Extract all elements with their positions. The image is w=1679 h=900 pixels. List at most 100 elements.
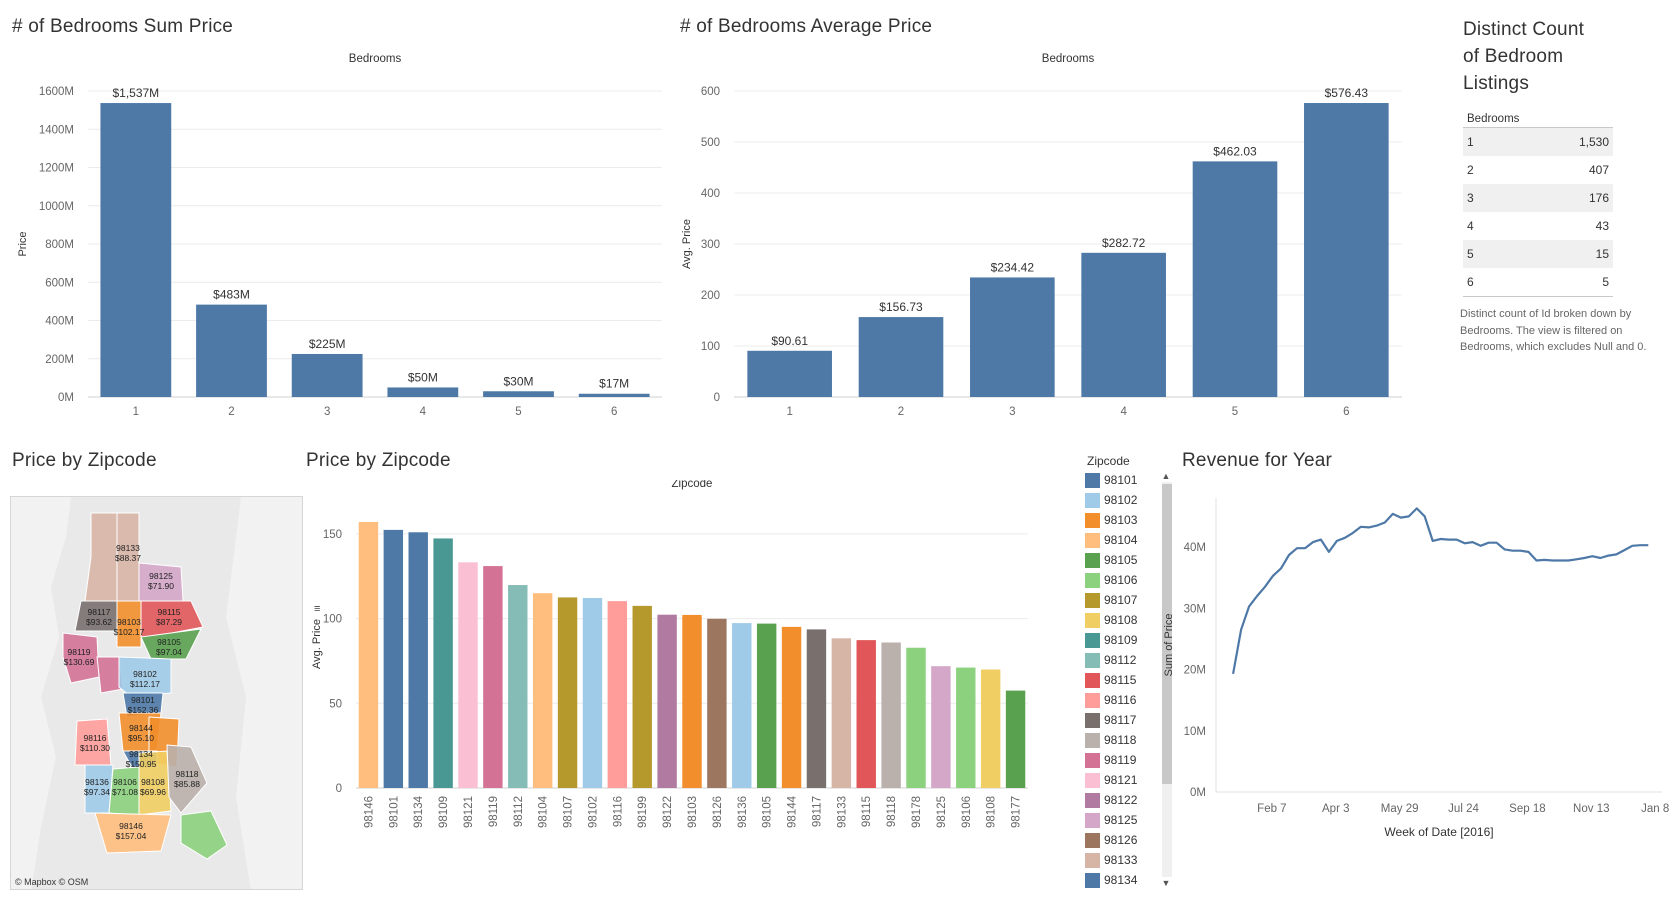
region-price-label: $97.04 (156, 647, 182, 657)
bar[interactable] (1304, 103, 1389, 398)
table-row[interactable]: 4 43 (1463, 212, 1613, 240)
zipcode-map[interactable]: 98133 $88.37 98125 $71.90 98117 $93.62 98103 $1… (10, 496, 303, 890)
bar[interactable] (508, 585, 528, 788)
revenue-line[interactable] (1232, 507, 1649, 674)
legend-item[interactable]: 98105 (1085, 550, 1170, 570)
x-tick-label: 4 (420, 406, 427, 418)
legend-item[interactable]: 98126 (1085, 830, 1170, 850)
bar[interactable] (781, 626, 802, 788)
zipcode-region[interactable] (140, 628, 202, 660)
bar[interactable] (196, 304, 267, 397)
table-row[interactable]: 3 176 (1463, 184, 1613, 212)
bar[interactable] (483, 566, 503, 788)
legend-item[interactable]: 98125 (1085, 810, 1170, 830)
legend-item[interactable]: 98109 (1085, 630, 1170, 650)
sort-icon[interactable]: ≡ (314, 603, 320, 615)
zipcode-region[interactable] (180, 810, 228, 860)
legend-item[interactable]: 98133 (1085, 850, 1170, 870)
table-row[interactable]: 2 407 (1463, 156, 1613, 184)
legend-item[interactable]: 98118 (1085, 730, 1170, 750)
bar[interactable] (1081, 252, 1166, 397)
region-zip-label: 98136 (85, 777, 109, 787)
bar[interactable] (557, 597, 578, 788)
bar[interactable] (632, 605, 652, 788)
y-tick-label: 400M (45, 316, 74, 328)
bar[interactable] (483, 391, 554, 397)
zipcode-region[interactable] (116, 600, 142, 648)
bar[interactable] (458, 562, 478, 788)
bar[interactable] (806, 629, 827, 788)
bar[interactable] (970, 277, 1055, 397)
bar[interactable] (906, 647, 926, 788)
bar[interactable] (1192, 161, 1278, 397)
scroll-down-icon[interactable]: ▼ (1161, 878, 1171, 888)
bar[interactable] (707, 618, 727, 788)
bar[interactable] (980, 669, 1001, 788)
zipcode-region[interactable] (138, 750, 172, 816)
bar[interactable] (657, 614, 677, 788)
bar[interactable] (387, 387, 459, 397)
legend-item[interactable]: 98103 (1085, 510, 1170, 530)
bar[interactable] (358, 521, 379, 788)
distinct-count-title-line-2: of Bedroom (1463, 46, 1564, 67)
bedrooms-cell: 3 (1467, 191, 1474, 205)
y-tick-label: 1400M (39, 124, 74, 136)
legend-item[interactable]: 98102 (1085, 490, 1170, 510)
bar[interactable] (607, 601, 628, 788)
legend-label: 98105 (1104, 553, 1138, 567)
bar[interactable] (858, 317, 944, 397)
x-tick-label: Jan 8 (1641, 803, 1669, 815)
legend-item[interactable]: 98116 (1085, 690, 1170, 710)
bar[interactable] (856, 640, 876, 788)
bar[interactable] (1005, 690, 1026, 788)
bar[interactable] (881, 642, 901, 788)
legend-item[interactable]: 98134 (1085, 870, 1170, 890)
legend-item[interactable]: 98108 (1085, 610, 1170, 630)
bar[interactable] (100, 103, 172, 397)
legend-label: 98109 (1104, 633, 1138, 647)
table-row[interactable]: 1 1,530 (1463, 128, 1613, 156)
bar[interactable] (433, 538, 453, 788)
scroll-up-icon[interactable]: ▲ (1161, 471, 1171, 481)
legend-item[interactable]: 98112 (1085, 650, 1170, 670)
bar[interactable] (682, 614, 702, 788)
x-tick-label: 3 (1009, 406, 1015, 418)
data-label: $462.03 (1213, 144, 1257, 158)
bar[interactable] (756, 623, 777, 788)
bedrooms-cell: 5 (1467, 247, 1474, 261)
bar[interactable] (931, 666, 951, 788)
legend-item[interactable]: 98117 (1085, 710, 1170, 730)
legend-item[interactable]: 98104 (1085, 530, 1170, 550)
bar[interactable] (747, 350, 832, 397)
zipcode-region[interactable] (62, 632, 100, 684)
x-tick-label: 98108 (986, 796, 998, 828)
bar[interactable] (578, 393, 650, 397)
bar[interactable] (582, 597, 603, 788)
scroll-thumb[interactable] (1162, 484, 1172, 784)
table-row[interactable]: 5 15 (1463, 240, 1613, 268)
bar[interactable] (956, 667, 976, 788)
legend-scrollbar[interactable]: ▲ ▼ (1160, 470, 1172, 889)
legend-item[interactable]: 98107 (1085, 590, 1170, 610)
distinct-count-caption: Distinct count of Id broken down by Bedr… (1460, 308, 1647, 353)
bar[interactable] (532, 593, 553, 788)
legend-item[interactable]: 98101 (1085, 470, 1170, 490)
legend-item[interactable]: 98119 (1085, 750, 1170, 770)
zipcode-region[interactable] (166, 744, 208, 814)
x-tick-label: Nov 13 (1573, 803, 1609, 815)
bar[interactable] (291, 353, 363, 397)
y-tick-label: 100 (323, 614, 342, 626)
legend-item[interactable]: 98122 (1085, 790, 1170, 810)
zipcode-region[interactable] (94, 812, 172, 854)
y-tick-label: 1000M (39, 201, 74, 213)
legend-item[interactable]: 98121 (1085, 770, 1170, 790)
bar[interactable] (383, 529, 404, 788)
legend-item[interactable]: 98106 (1085, 570, 1170, 590)
x-tick-label: 98101 (388, 796, 400, 828)
legend-item[interactable]: 98115 (1085, 670, 1170, 690)
bar[interactable] (831, 638, 852, 788)
bar[interactable] (408, 532, 428, 788)
bar[interactable] (732, 623, 752, 788)
